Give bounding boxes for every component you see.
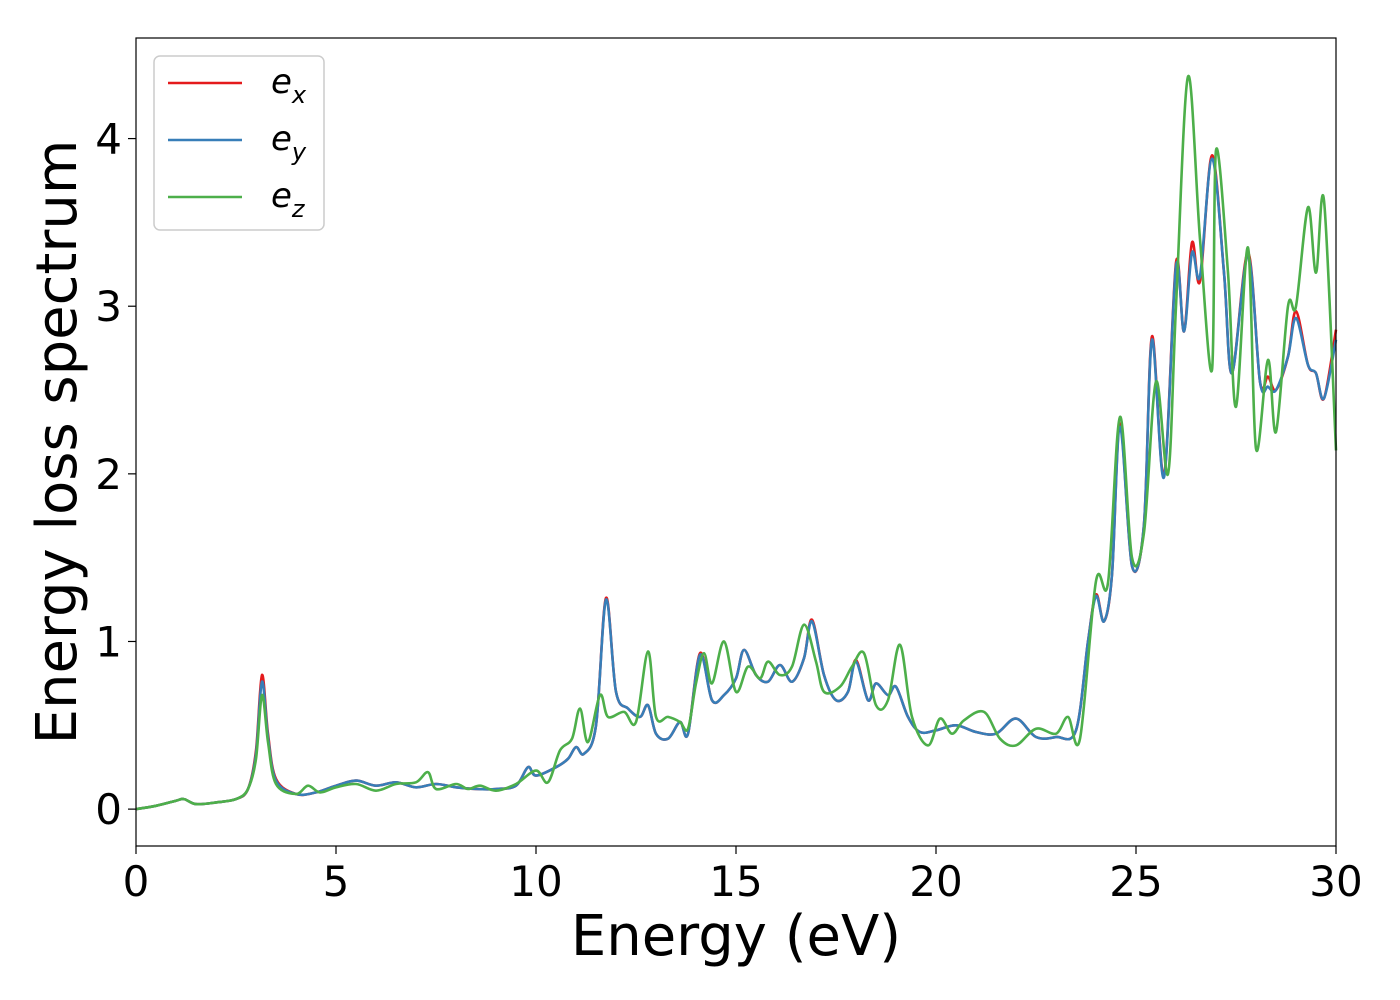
x-axis-title: Energy (eV) bbox=[571, 904, 901, 969]
y-tick-label: 4 bbox=[95, 115, 122, 164]
x-tick-label: 15 bbox=[709, 857, 762, 906]
legend-box bbox=[153, 55, 325, 231]
y-axis-ticks: 0 1 2 3 4 bbox=[95, 115, 136, 834]
y-tick-label: 3 bbox=[95, 282, 122, 331]
x-tick-label: 30 bbox=[1309, 857, 1362, 906]
x-tick-label: 25 bbox=[1109, 857, 1162, 906]
series-line-z bbox=[135, 74, 1338, 811]
series-line-y bbox=[135, 157, 1338, 811]
y-tick-label: 2 bbox=[95, 450, 122, 499]
plot-background bbox=[136, 38, 1336, 846]
x-tick-label: 0 bbox=[123, 857, 150, 906]
x-tick-label: 10 bbox=[509, 857, 562, 906]
x-tick-label: 5 bbox=[323, 857, 350, 906]
y-tick-label: 1 bbox=[95, 617, 122, 666]
x-tick-label: 20 bbox=[909, 857, 962, 906]
y-tick-label: 0 bbox=[95, 785, 122, 834]
y-axis-title: Energy loss spectrum bbox=[25, 140, 90, 745]
x-axis-ticks: 0 5 10 15 20 25 30 bbox=[123, 846, 1363, 906]
series-lines bbox=[135, 74, 1338, 811]
